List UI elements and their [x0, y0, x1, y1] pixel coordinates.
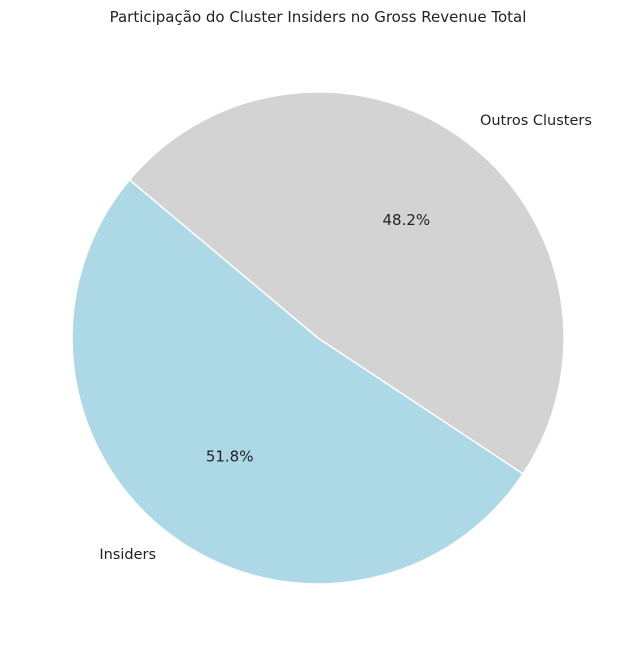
pie-slice-insiders: [71, 179, 524, 585]
pie-labels: Insiders 51.8% Outros Clusters 48.2%: [99, 113, 592, 563]
slice-percentage-label: 51.8%: [206, 447, 254, 465]
slice-label: Outros Clusters: [480, 113, 592, 129]
pie-slice-outros-clusters: [128, 91, 565, 475]
chart-title: Participação do Cluster Insiders no Gros…: [110, 8, 527, 26]
slice-percentage-label: 48.2%: [383, 211, 431, 229]
slice-label: Insiders: [99, 547, 156, 563]
pie-slices: [71, 91, 565, 585]
